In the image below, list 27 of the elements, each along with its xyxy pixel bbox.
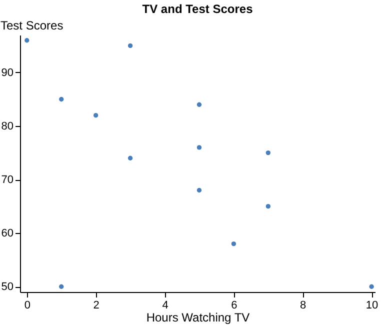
x-tick-label: 2 [93, 300, 100, 312]
point [93, 112, 98, 118]
chart-title: TV and Test Scores [142, 2, 254, 16]
x-tick-label: 4 [162, 300, 168, 312]
point [196, 102, 202, 107]
point [24, 38, 30, 43]
x-tick-label: 6 [231, 300, 238, 312]
x-tick-label: 8 [300, 300, 306, 312]
point [128, 43, 133, 48]
y-axis-title: Test Scores [0, 18, 64, 32]
point [196, 188, 202, 193]
y-tick-label: 80 [1, 120, 14, 133]
point [59, 284, 64, 289]
y-tick-label: 90 [1, 66, 14, 79]
point [369, 284, 374, 289]
point [266, 150, 270, 156]
point [196, 145, 202, 150]
y-tick-label: 60 [1, 228, 14, 240]
y-tick-label: 50 [1, 281, 14, 294]
x-tick-label: 10 [366, 300, 378, 312]
y-tick-label: 70 [1, 174, 14, 186]
point [231, 241, 236, 246]
x-tick-label: 0 [24, 300, 30, 312]
point [128, 156, 133, 160]
point [59, 96, 64, 102]
point [266, 204, 270, 209]
x-axis-title: Hours Watching TV [146, 310, 250, 324]
